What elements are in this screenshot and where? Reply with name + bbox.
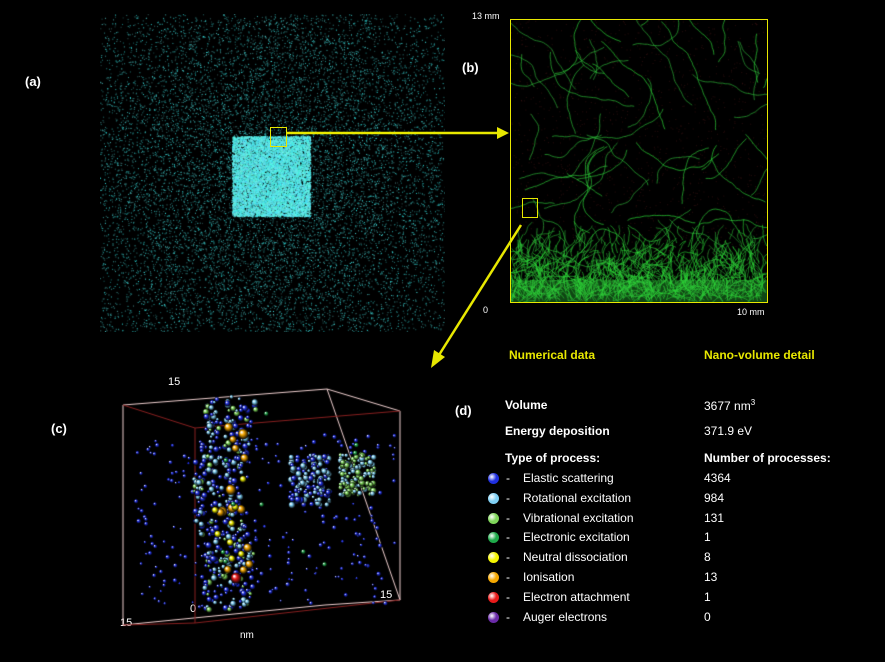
process-name: Ionisation xyxy=(523,570,575,584)
volume-label: Volume xyxy=(505,398,548,412)
process-count: 1 xyxy=(704,530,711,545)
volume-value: 3677 nm3 xyxy=(704,398,756,413)
process-dash: - xyxy=(506,570,510,584)
panel-a-scatter-image xyxy=(100,14,445,332)
panel-a-label: (a) xyxy=(25,74,41,89)
process-dash: - xyxy=(506,609,510,624)
process-dash: - xyxy=(506,530,510,545)
process-count: 8 xyxy=(704,550,711,565)
process-color-icon xyxy=(488,552,499,564)
process-dash: - xyxy=(506,471,510,485)
process-name: Vibrational excitation xyxy=(523,510,634,525)
process-type-header: Type of process: xyxy=(505,451,601,465)
process-count: 4364 xyxy=(704,471,731,485)
process-dash: - xyxy=(506,510,510,525)
process-color-icon xyxy=(488,591,499,603)
header-numerical-data: Numerical data xyxy=(509,348,596,362)
process-color-icon xyxy=(488,492,499,504)
panel-b-track-image xyxy=(511,20,767,302)
process-name: Neutral dissociation xyxy=(523,550,628,565)
process-count: 13 xyxy=(704,570,718,584)
process-name: Rotational excitation xyxy=(523,490,632,505)
process-color-icon xyxy=(488,572,499,583)
process-name: Electronic excitation xyxy=(523,530,630,545)
energy-value: 371.9 eV xyxy=(704,424,753,438)
process-name: Auger electrons xyxy=(523,609,608,624)
panel-c-label: (c) xyxy=(51,421,67,436)
process-color-icon xyxy=(488,512,499,524)
arrow-b-to-c xyxy=(431,224,523,368)
process-dash: - xyxy=(506,550,510,565)
energy-label: Energy deposition xyxy=(505,424,610,438)
arrow-a-to-b xyxy=(287,127,509,139)
panel-b-axis-right: 10 mm xyxy=(737,307,765,317)
process-count: 131 xyxy=(704,510,725,525)
panel-b-zoom-box xyxy=(522,198,538,218)
panel-b-axis-origin: 0 xyxy=(483,305,489,315)
process-dash: - xyxy=(506,490,510,505)
process-color-icon xyxy=(488,532,499,544)
process-count: 984 xyxy=(704,490,725,505)
panel-c-axis-unit: nm xyxy=(240,630,254,641)
panel-d-label: (d) xyxy=(455,403,472,418)
header-nano-volume-detail: Nano-volume detail xyxy=(704,348,815,362)
process-color-icon xyxy=(488,473,499,484)
process-color-icon xyxy=(488,611,499,623)
panel-b-axis-top: 13 mm xyxy=(472,11,500,21)
volume-exponent: 3 xyxy=(750,398,756,407)
process-count-header: Number of processes: xyxy=(704,451,831,465)
process-dash: - xyxy=(506,589,510,604)
process-count: 1 xyxy=(704,589,711,604)
process-name: Elastic scattering xyxy=(523,471,614,485)
panel-a-zoom-box xyxy=(270,127,287,147)
panel-c-volume-image xyxy=(115,375,415,635)
panel-b-frame xyxy=(510,19,768,303)
process-count: 0 xyxy=(704,609,711,624)
panel-b-label: (b) xyxy=(462,60,479,75)
process-name: Electron attachment xyxy=(523,589,630,604)
